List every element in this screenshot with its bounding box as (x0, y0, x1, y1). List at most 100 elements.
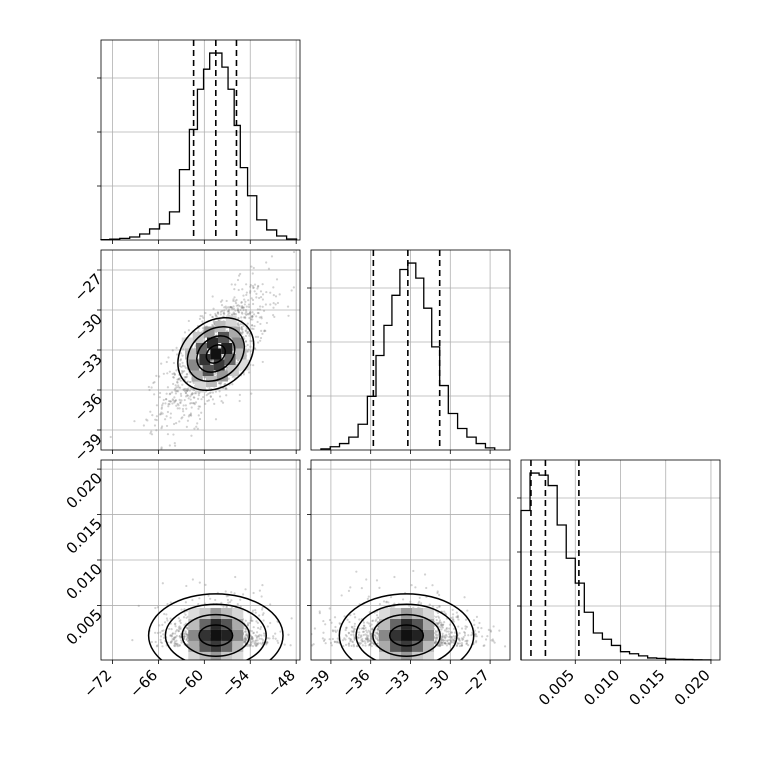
scatter-point (236, 322, 239, 325)
scatter-point (190, 401, 193, 405)
scatter-point (437, 615, 440, 618)
scatter-point (241, 331, 244, 334)
scatter-point (318, 612, 321, 615)
scatter-point (244, 638, 248, 642)
contour-line (338, 593, 475, 660)
scatter-point (214, 598, 217, 602)
scatter-point (483, 644, 486, 647)
scatter-point (276, 301, 280, 305)
scatter-point (180, 417, 183, 420)
scatter-point (448, 642, 451, 645)
scatter-point (182, 616, 186, 619)
scatter-point (361, 640, 364, 643)
scatter-point (239, 327, 243, 330)
contour-line (181, 613, 251, 658)
scatter-point (441, 637, 444, 640)
scatter-point (186, 373, 189, 376)
scatter-point (376, 628, 379, 631)
scatter-point (160, 362, 163, 365)
scatter-point (220, 381, 223, 384)
density-cell (379, 607, 391, 619)
scatter-point (236, 602, 239, 606)
scatter-point (239, 308, 242, 312)
scatter-point (173, 396, 176, 399)
scatter-point (458, 632, 461, 635)
scatter-point (343, 637, 346, 640)
scatter-point (227, 377, 230, 380)
density-cell (194, 381, 206, 393)
scatter-point (490, 639, 493, 642)
scatter-point (174, 636, 177, 639)
scatter-point (446, 642, 450, 645)
scatter-point (375, 614, 379, 617)
scatter-point (175, 644, 178, 647)
scatter-point (166, 372, 169, 375)
scatter-point (154, 418, 157, 421)
scatter-point (249, 318, 253, 321)
scatter-point (182, 388, 185, 391)
scatter-point (369, 632, 372, 635)
scatter-point (232, 307, 236, 310)
density-cell (238, 359, 250, 371)
scatter-point (223, 312, 226, 315)
scatter-point (248, 332, 251, 335)
scatter-point (331, 637, 334, 641)
scatter-point (374, 631, 377, 634)
scatter-point (243, 303, 246, 306)
scatter-point (232, 311, 235, 314)
scatter-point (178, 377, 181, 380)
x-tick-label: 0.005 (535, 666, 578, 709)
scatter-point (244, 330, 248, 333)
scatter-point (158, 624, 161, 627)
scatter-point (436, 590, 439, 593)
scatter-point (173, 401, 176, 404)
scatter-point (191, 388, 194, 391)
scatter-point (349, 586, 352, 589)
scatter-point (241, 593, 245, 596)
scatter-point (218, 382, 221, 385)
scatter-point (448, 627, 451, 630)
scatter-point (260, 329, 263, 332)
scatter-point (252, 631, 255, 634)
scatter-point (347, 644, 351, 647)
scatter-point (220, 400, 223, 403)
density-cell (203, 326, 215, 338)
scatter-point (265, 321, 269, 325)
scatter-point (240, 325, 243, 329)
scatter-point (187, 319, 190, 323)
scatter-point (184, 392, 188, 395)
density-cell (412, 607, 424, 619)
scatter-point (160, 407, 163, 410)
scatter-point (155, 404, 159, 407)
scatter-point (448, 638, 451, 642)
y-tick-label: −30 (71, 310, 106, 345)
scatter-point (366, 636, 369, 639)
scatter-point (169, 400, 172, 403)
density-cell (221, 640, 233, 652)
scatter-point (223, 306, 226, 309)
scatter-point (438, 643, 441, 647)
scatter-point (261, 360, 264, 364)
scatter-point (246, 624, 249, 627)
scatter-point (172, 638, 175, 641)
scatter-point (376, 616, 379, 619)
scatter-point (446, 639, 449, 642)
scatter-point (436, 622, 440, 625)
scatter-point (412, 569, 415, 573)
scatter-point (214, 312, 217, 315)
scatter-point (264, 329, 267, 333)
scatter-point (243, 636, 247, 639)
scatter-point (352, 643, 355, 646)
scatter-point (237, 359, 240, 362)
scatter-point (189, 387, 193, 390)
scatter-point (434, 633, 438, 636)
scatter-point (176, 645, 179, 648)
scatter-point (257, 635, 260, 638)
scatter-point (185, 387, 188, 391)
scatter-point (237, 322, 240, 325)
scatter-point (176, 643, 180, 646)
scatter-point (287, 633, 290, 636)
x-tick-label: −39 (299, 666, 334, 701)
scatter-point (250, 297, 253, 300)
scatter-point (433, 637, 436, 640)
